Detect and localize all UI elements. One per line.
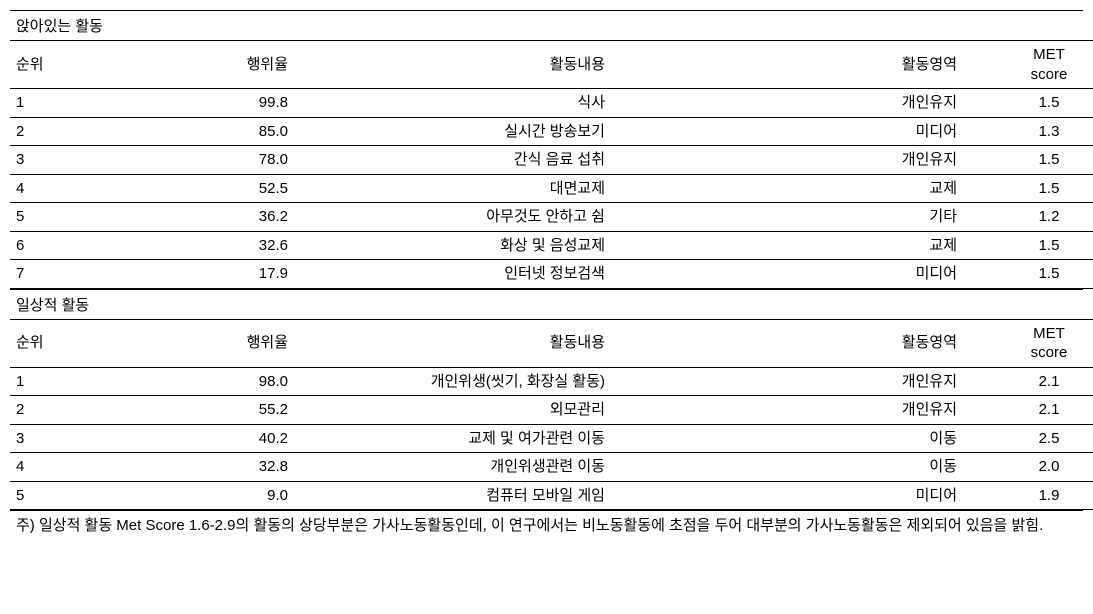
cell-rank: 7: [10, 260, 92, 289]
table-header-row: 순위행위율활동내용활동영역METscore: [10, 41, 1093, 89]
section-title: 앉아있는 활동: [10, 10, 1083, 40]
table-row: 285.0실시간 방송보기미디어1.3: [10, 117, 1093, 146]
cell-met: 1.5: [963, 174, 1093, 203]
cell-desc: 간식 음료 섭취: [294, 146, 611, 175]
cell-area: 미디어: [611, 481, 963, 510]
cell-met: 2.1: [963, 396, 1093, 425]
cell-area: 미디어: [611, 117, 963, 146]
cell-rank: 2: [10, 117, 92, 146]
cell-rank: 5: [10, 203, 92, 232]
cell-desc: 아무것도 안하고 쉼: [294, 203, 611, 232]
cell-rate: 40.2: [92, 424, 294, 453]
cell-area: 미디어: [611, 260, 963, 289]
cell-desc: 개인위생관련 이동: [294, 453, 611, 482]
cell-rank: 4: [10, 453, 92, 482]
cell-desc: 대면교제: [294, 174, 611, 203]
cell-area: 개인유지: [611, 367, 963, 396]
cell-area: 개인유지: [611, 146, 963, 175]
header-rate: 행위율: [92, 41, 294, 89]
cell-desc: 컴퓨터 모바일 게임: [294, 481, 611, 510]
cell-area: 이동: [611, 424, 963, 453]
cell-rate: 55.2: [92, 396, 294, 425]
cell-rank: 4: [10, 174, 92, 203]
cell-met: 1.3: [963, 117, 1093, 146]
activity-table: 순위행위율활동내용활동영역METscore199.8식사개인유지1.5285.0…: [10, 40, 1093, 289]
cell-met: 1.5: [963, 231, 1093, 260]
header-desc: 활동내용: [294, 41, 611, 89]
table-row: 536.2아무것도 안하고 쉼기타1.2: [10, 203, 1093, 232]
cell-rate: 32.8: [92, 453, 294, 482]
cell-area: 개인유지: [611, 89, 963, 118]
header-area: 활동영역: [611, 41, 963, 89]
header-rate: 행위율: [92, 319, 294, 367]
cell-rate: 99.8: [92, 89, 294, 118]
activity-table: 순위행위율활동내용활동영역METscore198.0개인위생(씻기, 화장실 활…: [10, 319, 1093, 511]
cell-desc: 외모관리: [294, 396, 611, 425]
cell-rank: 6: [10, 231, 92, 260]
table-row: 198.0개인위생(씻기, 화장실 활동)개인유지2.1: [10, 367, 1093, 396]
table-row: 632.6화상 및 음성교제교제1.5: [10, 231, 1093, 260]
footnote: 주) 일상적 활동 Met Score 1.6-2.9의 활동의 상당부분은 가…: [10, 510, 1083, 538]
section-title: 일상적 활동: [10, 289, 1083, 319]
table-row: 378.0간식 음료 섭취개인유지1.5: [10, 146, 1093, 175]
cell-met: 1.5: [963, 260, 1093, 289]
cell-met: 2.5: [963, 424, 1093, 453]
cell-met: 1.5: [963, 89, 1093, 118]
cell-rank: 1: [10, 89, 92, 118]
cell-rate: 9.0: [92, 481, 294, 510]
cell-area: 이동: [611, 453, 963, 482]
header-area: 활동영역: [611, 319, 963, 367]
tables-container: 앉아있는 활동순위행위율활동내용활동영역METscore199.8식사개인유지1…: [10, 10, 1083, 538]
cell-desc: 식사: [294, 89, 611, 118]
table-row: 199.8식사개인유지1.5: [10, 89, 1093, 118]
cell-desc: 개인위생(씻기, 화장실 활동): [294, 367, 611, 396]
cell-met: 2.1: [963, 367, 1093, 396]
cell-desc: 인터넷 정보검색: [294, 260, 611, 289]
cell-met: 1.9: [963, 481, 1093, 510]
cell-rate: 52.5: [92, 174, 294, 203]
cell-rank: 5: [10, 481, 92, 510]
cell-rank: 2: [10, 396, 92, 425]
cell-rank: 3: [10, 146, 92, 175]
cell-rate: 36.2: [92, 203, 294, 232]
cell-desc: 화상 및 음성교제: [294, 231, 611, 260]
cell-rate: 17.9: [92, 260, 294, 289]
header-met: METscore: [963, 41, 1093, 89]
cell-rate: 85.0: [92, 117, 294, 146]
table-row: 255.2외모관리개인유지2.1: [10, 396, 1093, 425]
header-desc: 활동내용: [294, 319, 611, 367]
header-rank: 순위: [10, 41, 92, 89]
cell-area: 기타: [611, 203, 963, 232]
table-row: 432.8개인위생관련 이동이동2.0: [10, 453, 1093, 482]
cell-desc: 교제 및 여가관련 이동: [294, 424, 611, 453]
cell-area: 개인유지: [611, 396, 963, 425]
cell-rate: 98.0: [92, 367, 294, 396]
table-row: 717.9인터넷 정보검색미디어1.5: [10, 260, 1093, 289]
table-header-row: 순위행위율활동내용활동영역METscore: [10, 319, 1093, 367]
cell-area: 교제: [611, 174, 963, 203]
header-met: METscore: [963, 319, 1093, 367]
header-rank: 순위: [10, 319, 92, 367]
cell-met: 1.2: [963, 203, 1093, 232]
cell-rank: 3: [10, 424, 92, 453]
cell-rank: 1: [10, 367, 92, 396]
cell-rate: 78.0: [92, 146, 294, 175]
cell-area: 교제: [611, 231, 963, 260]
cell-met: 1.5: [963, 146, 1093, 175]
table-row: 59.0컴퓨터 모바일 게임미디어1.9: [10, 481, 1093, 510]
cell-rate: 32.6: [92, 231, 294, 260]
table-row: 340.2교제 및 여가관련 이동이동2.5: [10, 424, 1093, 453]
table-row: 452.5대면교제교제1.5: [10, 174, 1093, 203]
cell-desc: 실시간 방송보기: [294, 117, 611, 146]
cell-met: 2.0: [963, 453, 1093, 482]
